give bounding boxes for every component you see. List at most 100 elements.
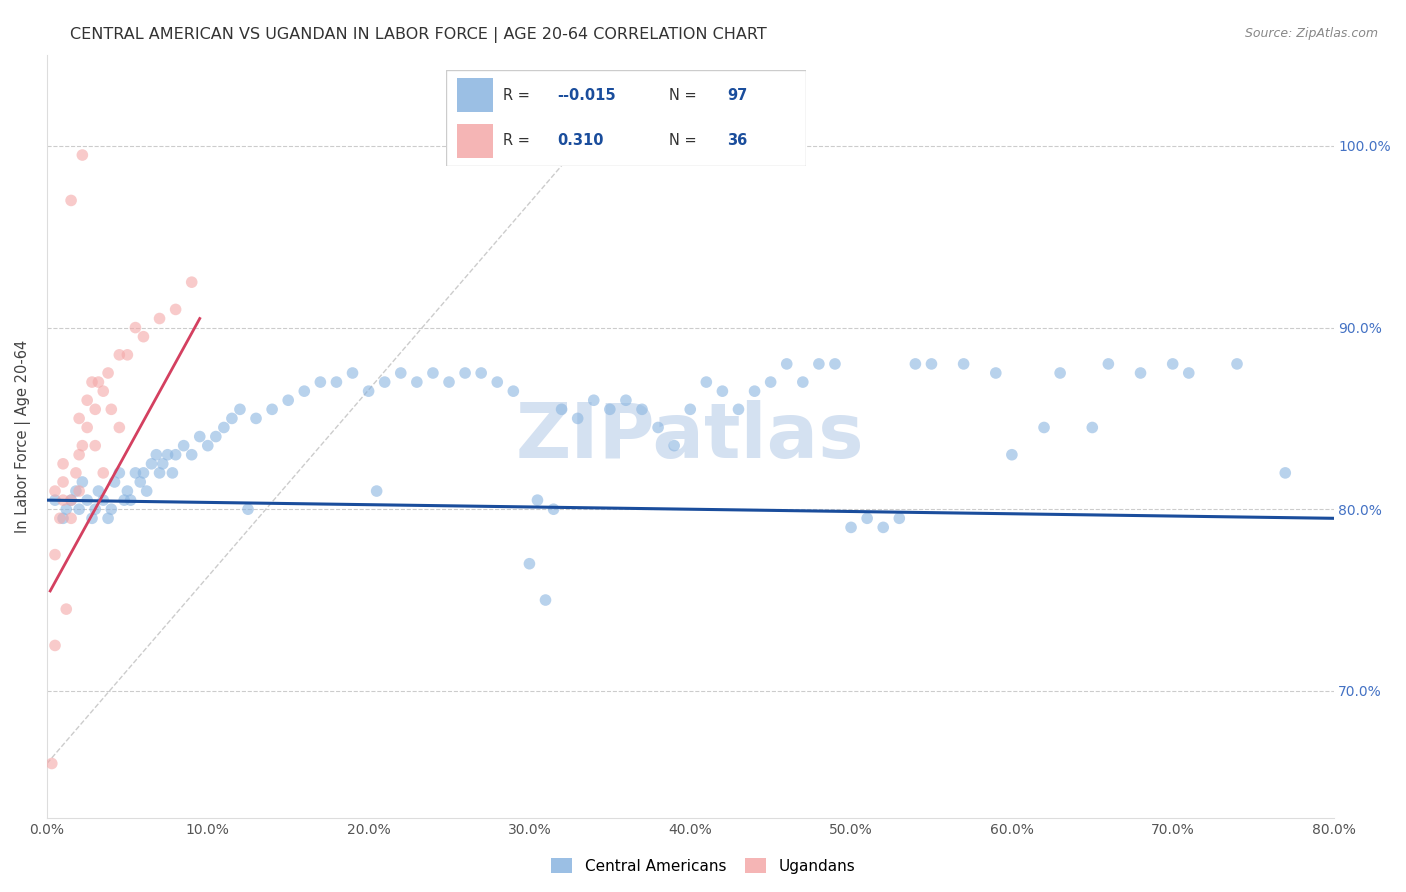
Point <box>309 375 332 389</box>
Point <box>76 393 98 408</box>
Point <box>52 457 75 471</box>
Legend: Central Americans, Ugandans: Central Americans, Ugandans <box>546 852 860 880</box>
Point <box>132 329 155 343</box>
Point <box>245 411 267 425</box>
Point <box>1226 357 1249 371</box>
Point <box>165 302 187 317</box>
Point <box>60 493 83 508</box>
Point <box>229 402 252 417</box>
Point <box>872 520 894 534</box>
Point <box>135 484 157 499</box>
Point <box>647 420 669 434</box>
Point <box>984 366 1007 380</box>
Point <box>614 393 637 408</box>
Point <box>44 484 66 499</box>
Point <box>100 502 122 516</box>
Point <box>744 384 766 399</box>
Point <box>502 384 524 399</box>
Point <box>342 366 364 380</box>
Point <box>67 484 90 499</box>
Point <box>262 402 284 417</box>
Point <box>1178 366 1201 380</box>
Point <box>180 275 202 289</box>
Point <box>108 466 131 480</box>
Point <box>904 357 927 371</box>
Point <box>84 502 107 516</box>
Point <box>76 493 98 508</box>
Point <box>534 593 557 607</box>
Point <box>132 466 155 480</box>
Point <box>856 511 879 525</box>
Text: CENTRAL AMERICAN VS UGANDAN IN LABOR FORCE | AGE 20-64 CORRELATION CHART: CENTRAL AMERICAN VS UGANDAN IN LABOR FOR… <box>70 27 768 43</box>
Point <box>1274 466 1296 480</box>
Point <box>1129 366 1152 380</box>
Point <box>117 348 139 362</box>
Y-axis label: In Labor Force | Age 20-64: In Labor Force | Age 20-64 <box>15 340 31 533</box>
Point <box>65 484 87 499</box>
Point <box>80 511 103 525</box>
Point <box>711 384 734 399</box>
Point <box>87 375 110 389</box>
Point <box>277 393 299 408</box>
Point <box>72 148 94 162</box>
Point <box>839 520 862 534</box>
Point <box>662 439 685 453</box>
Point <box>519 557 541 571</box>
Point <box>65 466 87 480</box>
Point <box>141 457 163 471</box>
Point <box>145 448 167 462</box>
Point <box>91 466 114 480</box>
Point <box>952 357 974 371</box>
Point <box>162 466 184 480</box>
Point <box>55 502 77 516</box>
Point <box>292 384 315 399</box>
Point <box>103 475 125 489</box>
Point <box>543 502 565 516</box>
Point <box>44 548 66 562</box>
Point <box>567 411 589 425</box>
Point <box>165 448 187 462</box>
Point <box>44 639 66 653</box>
Point <box>124 466 146 480</box>
Point <box>357 384 380 399</box>
Point <box>920 357 942 371</box>
Point <box>148 311 170 326</box>
Point <box>91 493 114 508</box>
Point <box>599 402 621 417</box>
Point <box>152 457 174 471</box>
Point <box>148 466 170 480</box>
Point <box>1049 366 1071 380</box>
Point <box>807 357 830 371</box>
Point <box>212 420 235 434</box>
Point <box>84 402 107 417</box>
Point <box>117 484 139 499</box>
Point <box>486 375 509 389</box>
Point <box>205 429 228 443</box>
Point <box>91 384 114 399</box>
Point <box>374 375 396 389</box>
Point <box>52 493 75 508</box>
Point <box>173 439 195 453</box>
Point <box>695 375 717 389</box>
Point <box>72 439 94 453</box>
Point <box>108 348 131 362</box>
Point <box>60 511 83 525</box>
Point <box>236 502 259 516</box>
Point <box>67 502 90 516</box>
Point <box>156 448 179 462</box>
Point <box>631 402 654 417</box>
Point <box>437 375 460 389</box>
Point <box>679 402 702 417</box>
Point <box>197 439 219 453</box>
Point <box>221 411 243 425</box>
Point <box>1097 357 1119 371</box>
Point <box>792 375 814 389</box>
Text: ZIPatlas: ZIPatlas <box>516 400 865 474</box>
Point <box>325 375 347 389</box>
Point <box>1001 448 1024 462</box>
Point <box>55 602 77 616</box>
Point <box>389 366 412 380</box>
Point <box>1081 420 1104 434</box>
Point <box>550 402 572 417</box>
Point <box>97 366 120 380</box>
